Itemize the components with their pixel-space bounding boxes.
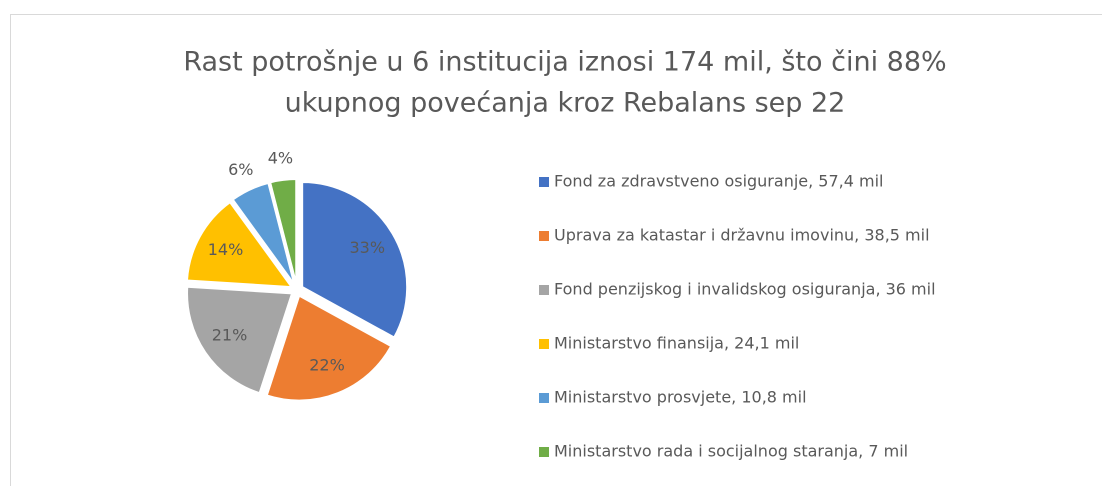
pie-slice <box>231 181 296 286</box>
data-label: 4% <box>268 149 293 168</box>
data-label: 21% <box>212 325 248 344</box>
legend-label: Ministarstvo finansija, 24,1 mil <box>554 334 799 353</box>
pie-slice <box>185 200 294 289</box>
data-label: 33% <box>349 238 385 257</box>
legend-swatch <box>539 393 549 403</box>
legend-swatch <box>539 285 549 295</box>
pie-slice <box>265 294 393 402</box>
legend-swatch <box>539 339 549 349</box>
legend-swatch <box>539 447 549 457</box>
chart-title: ukupnog povećanja kroz Rebalans sep 22 <box>285 88 846 119</box>
legend-label: Ministarstvo prosvjete, 10,8 mil <box>554 388 807 407</box>
data-label: 22% <box>309 355 345 374</box>
chart-frame <box>10 14 1102 486</box>
chart-title: Rast potrošnje u 6 institucija iznosi 17… <box>183 47 946 78</box>
pie-slice <box>186 285 294 395</box>
legend-label: Uprava za katastar i državnu imovinu, 38… <box>554 226 930 245</box>
pie-slice <box>268 178 298 285</box>
pie-slice <box>301 180 409 339</box>
legend-swatch <box>539 177 549 187</box>
legend-label: Fond penzijskog i invalidskog osiguranja… <box>554 280 936 299</box>
data-label: 6% <box>228 160 253 179</box>
data-label: 14% <box>208 240 244 259</box>
legend-label: Ministarstvo rada i socijalnog staranja,… <box>554 442 908 461</box>
legend-label: Fond za zdravstveno osiguranje, 57,4 mil <box>554 172 883 191</box>
legend-swatch <box>539 231 549 241</box>
